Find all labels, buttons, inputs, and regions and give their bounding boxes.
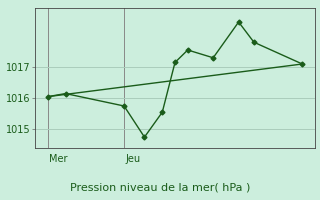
Text: Mer: Mer <box>49 154 68 164</box>
Text: Jeu: Jeu <box>125 154 140 164</box>
Text: Pression niveau de la mer( hPa ): Pression niveau de la mer( hPa ) <box>70 182 250 192</box>
